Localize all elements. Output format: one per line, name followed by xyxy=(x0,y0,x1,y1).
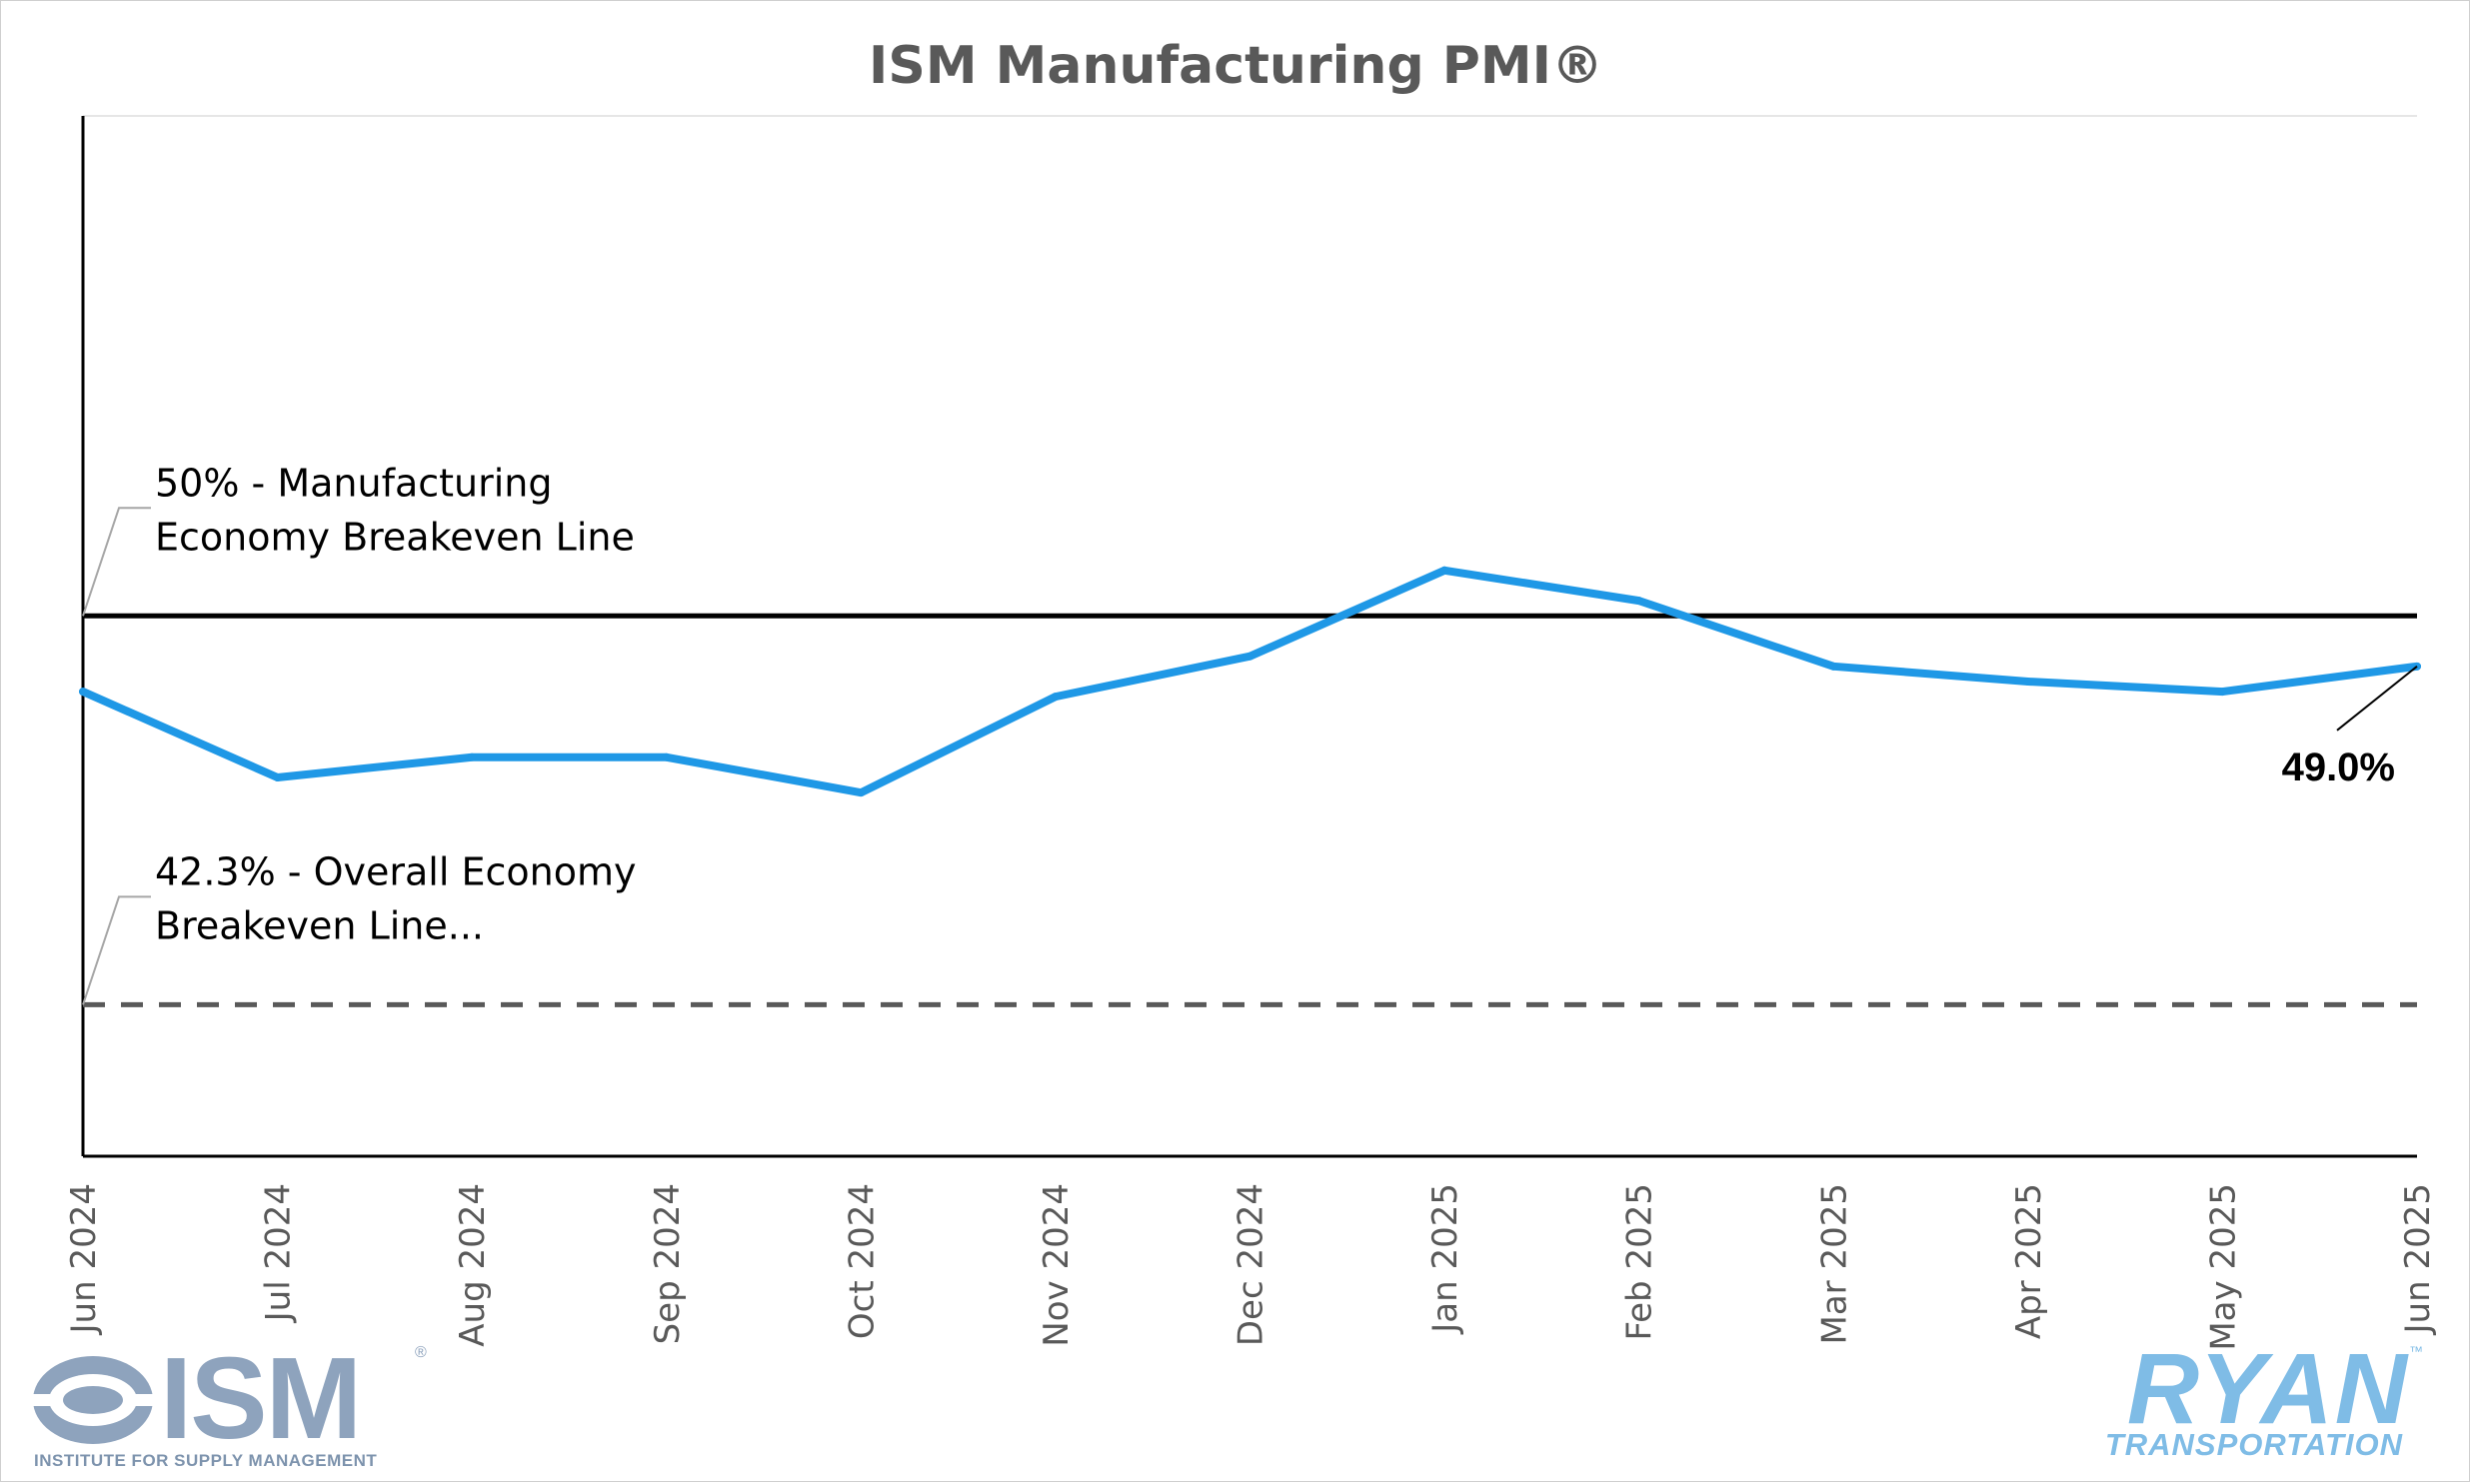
data-point-0 xyxy=(79,688,87,697)
data-point-5 xyxy=(1051,693,1060,702)
data-point-3 xyxy=(662,752,671,761)
reference-label-0-line-1: Economy Breakeven Line xyxy=(155,515,635,559)
ryan-logo: RYAN ™ TRANSPORTATION xyxy=(2069,1333,2423,1469)
data-point-9 xyxy=(1829,662,1838,671)
ism-logo-subtitle: INSTITUTE FOR SUPPLY MANAGEMENT xyxy=(34,1451,378,1470)
x-tick-label: Oct 2024 xyxy=(842,1183,882,1339)
x-tick-label: Feb 2025 xyxy=(1620,1183,1660,1341)
series-group xyxy=(79,566,2421,797)
x-tick-label: Apr 2025 xyxy=(2009,1183,2049,1339)
data-point-6 xyxy=(1245,652,1254,661)
x-tick-label: Jan 2025 xyxy=(1425,1183,1465,1335)
reference-leader-line-0 xyxy=(82,507,151,617)
x-tick-label: Aug 2024 xyxy=(453,1183,493,1347)
reference-label-1-line-1: Breakeven Line... xyxy=(155,903,484,947)
reference-annotations: 50% - Manufacturing Economy Breakeven Lin… xyxy=(82,461,636,1005)
x-tick-label: Jul 2024 xyxy=(259,1183,299,1323)
series-line-0 xyxy=(79,566,2421,797)
ism-registered-mark: ® xyxy=(415,1344,427,1361)
ryan-logo-word: RYAN xyxy=(2126,1333,2409,1445)
reference-leader-line-1 xyxy=(82,895,151,1005)
x-tick-label: May 2025 xyxy=(2203,1183,2243,1351)
end-value-annotation: 49.0% xyxy=(2282,666,2418,789)
reference-label-1-line-0: 42.3% - Overall Economy xyxy=(155,849,636,893)
end-value-leader-line xyxy=(2336,666,2418,732)
data-point-10 xyxy=(2023,677,2032,686)
x-tick-label: Jun 2024 xyxy=(64,1183,104,1335)
reference-lines xyxy=(83,613,2417,1007)
x-tick-labels: Jun 2024 Jul 2024 Aug 2024 Sep 2024 Oct 2024… xyxy=(64,1183,2438,1351)
data-point-8 xyxy=(1634,597,1643,606)
data-point-11 xyxy=(2218,688,2227,697)
ism-swoosh-icon xyxy=(30,1356,156,1444)
reference-label-0-line-0: 50% - Manufacturing xyxy=(155,461,553,505)
data-point-7 xyxy=(1440,566,1449,575)
data-point-2 xyxy=(468,752,477,761)
x-tick-label: Dec 2024 xyxy=(1232,1183,1271,1346)
ryan-logo-subtitle: TRANSPORTATION xyxy=(2104,1427,2403,1462)
x-tick-label: Sep 2024 xyxy=(648,1183,688,1344)
ism-logo-word: ISM xyxy=(160,1333,362,1463)
ryan-trademark-mark: ™ xyxy=(2409,1343,2423,1359)
chart-title: ISM Manufacturing PMI® xyxy=(869,36,1603,96)
x-tick-label: Nov 2024 xyxy=(1037,1183,1077,1347)
ism-logo: ISM ® INSTITUTE FOR SUPPLY MANAGEMENT xyxy=(30,1340,440,1472)
x-tick-label: Jun 2025 xyxy=(2398,1183,2438,1335)
data-point-1 xyxy=(273,772,282,781)
data-point-4 xyxy=(857,788,866,797)
end-value-label: 49.0% xyxy=(2282,745,2395,789)
x-tick-label: Mar 2025 xyxy=(1814,1183,1854,1344)
